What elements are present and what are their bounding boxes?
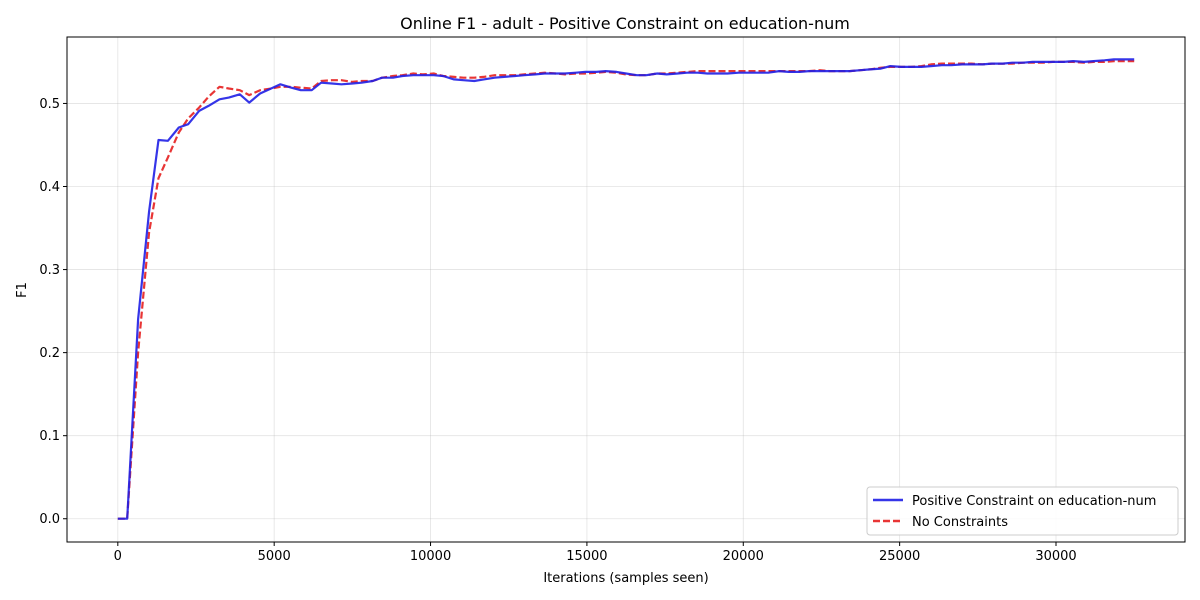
y-axis-title: F1 (15, 282, 30, 298)
plot-area-frame (66, 36, 1186, 543)
chart-title: Online F1 - adult - Positive Constraint … (400, 14, 850, 33)
series-line-positive-constraint (117, 58, 1135, 520)
x-axis: 0 5000 10000 15000 20000 25000 30000 (114, 542, 1077, 564)
y-tick-label: 0.4 (39, 180, 60, 195)
y-tick-label: 0.1 (39, 429, 60, 444)
y-axis: 0.0 0.1 0.2 0.3 0.4 0.5 (39, 97, 67, 527)
x-tick-label: 20000 (723, 549, 764, 564)
y-tick-label: 0.3 (39, 263, 60, 278)
x-tick-label: 30000 (1035, 549, 1076, 564)
x-tick-label: 5000 (258, 549, 291, 564)
legend-label-positive-constraint: Positive Constraint on education-num (912, 494, 1156, 509)
x-axis-title: Iterations (samples seen) (543, 571, 708, 586)
y-tick-label: 0.0 (39, 512, 60, 527)
legend-label-no-constraints: No Constraints (912, 515, 1008, 530)
x-tick-label: 0 (114, 549, 122, 564)
y-tick-label: 0.2 (39, 346, 60, 361)
legend-box (866, 486, 1179, 536)
x-tick-label: 15000 (566, 549, 607, 564)
grid (67, 37, 1185, 542)
x-tick-label: 10000 (410, 549, 451, 564)
y-tick-label: 0.5 (39, 97, 60, 112)
series-lines (117, 58, 1135, 520)
legend: Positive Constraint on education-num No … (866, 486, 1179, 536)
x-tick-label: 25000 (879, 549, 920, 564)
